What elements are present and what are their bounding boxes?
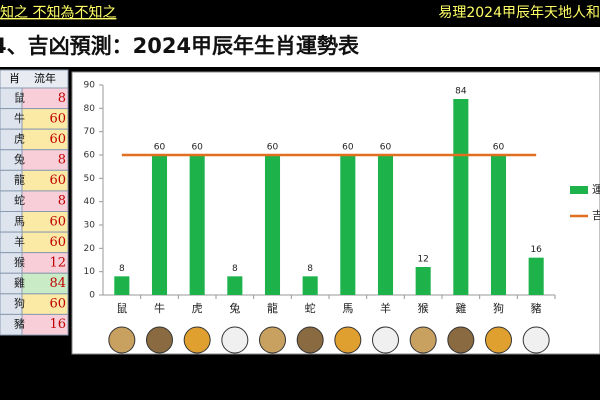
y-tick-label: 70 — [84, 127, 96, 137]
zodiac-name: 蛇 — [14, 193, 25, 207]
y-tick-label: 30 — [84, 221, 96, 231]
zodiac-icon — [221, 326, 249, 354]
data-label: 8 — [232, 264, 238, 274]
data-label: 84 — [455, 87, 467, 97]
zodiac-name: 虎 — [14, 132, 25, 145]
data-label: 60 — [267, 143, 279, 153]
zodiac-name: 羊 — [14, 234, 25, 248]
y-tick-label: 40 — [84, 197, 96, 207]
x-tick-label: 虎 — [192, 302, 203, 315]
x-tick-label: 馬 — [342, 302, 353, 315]
table-value: 60 — [49, 173, 66, 188]
x-tick-label: 鼠 — [116, 301, 127, 315]
bar — [114, 276, 130, 295]
legend-label: 吉 — [592, 209, 600, 222]
x-tick-label: 羊 — [380, 301, 391, 315]
header-left: 知之 不知為不知之 — [0, 4, 116, 21]
zodiac-icon — [409, 326, 437, 354]
y-tick-label: 60 — [84, 151, 96, 161]
data-label: 12 — [417, 255, 428, 265]
x-tick-label: 猴 — [418, 301, 429, 315]
zodiac-icon — [146, 326, 173, 354]
bar — [340, 155, 356, 295]
data-label: 8 — [307, 264, 313, 274]
legend-label: 運 — [592, 183, 600, 196]
x-tick-label: 雞 — [455, 301, 466, 315]
zodiac-name: 鼠 — [14, 90, 25, 104]
table-value: 12 — [49, 255, 66, 270]
zodiac-name: 狗 — [14, 297, 25, 310]
bar — [302, 276, 318, 295]
table-value: 16 — [49, 317, 66, 332]
zodiac-name: 雞 — [14, 276, 25, 290]
legend-swatch — [570, 186, 588, 194]
y-tick-label: 50 — [84, 174, 96, 184]
x-tick-label: 兔 — [229, 301, 240, 315]
x-tick-label: 牛 — [154, 301, 165, 315]
zodiac-table: 肖流年鼠 8 牛 60 虎 60 兔 8 龍 60 蛇 8 馬 60 羊 60 猴 12 雞 84 狗 60 豬 16 — [0, 69, 69, 336]
zodiac-icon — [296, 326, 324, 354]
slide-title: 4、吉凶預測：2024甲辰年生肖運勢表 — [0, 34, 360, 58]
data-label: 60 — [342, 143, 354, 153]
zodiac-icon — [108, 326, 136, 354]
zodiac-icon — [485, 326, 512, 354]
y-tick-label: 10 — [84, 267, 96, 277]
zodiac-icon — [447, 326, 475, 354]
table-value: 60 — [49, 297, 66, 312]
data-label: 60 — [191, 143, 203, 153]
y-tick-label: 20 — [84, 244, 96, 254]
bar — [189, 155, 205, 295]
table-value: 60 — [49, 132, 66, 147]
chart: 0 10 20 30 40 50 60 70 80 90 鼠 牛 虎 兔 龍 蛇 馬 羊 猴 雞 狗 豬 8 60 60 8 60 8… — [84, 81, 600, 354]
data-label: 60 — [493, 143, 505, 153]
bar — [227, 276, 243, 295]
zodiac-icon — [522, 326, 550, 354]
zodiac-icon — [259, 326, 286, 354]
y-tick-label: 90 — [84, 81, 96, 91]
data-label: 60 — [154, 143, 166, 153]
zodiac-name: 兔 — [14, 152, 25, 166]
table-value: 60 — [49, 214, 66, 229]
bar — [490, 155, 507, 295]
bar — [528, 257, 544, 295]
table-value: 8 — [58, 153, 66, 168]
y-tick-label: 0 — [89, 291, 95, 301]
data-label: 8 — [119, 264, 125, 274]
table-value: 8 — [58, 91, 66, 106]
zodiac-name: 猴 — [14, 255, 25, 269]
table-value: 8 — [58, 194, 66, 209]
header-right: 易理2024甲辰年天地人和 — [438, 5, 600, 21]
x-tick-label: 龍 — [267, 301, 278, 315]
bar — [377, 155, 394, 295]
table-value: 60 — [49, 235, 66, 250]
table-header: 肖 — [9, 71, 20, 85]
table-value: 60 — [49, 111, 66, 126]
zodiac-name: 牛 — [14, 111, 25, 125]
zodiac-name: 龍 — [14, 173, 25, 187]
bar — [415, 267, 431, 295]
bar — [453, 99, 469, 295]
table-value: 84 — [49, 276, 66, 291]
table-header: 流年 — [34, 71, 56, 85]
bar — [151, 155, 168, 295]
data-label: 60 — [380, 143, 392, 153]
zodiac-icon — [334, 326, 362, 354]
title-band — [0, 27, 600, 67]
data-label: 16 — [530, 245, 542, 255]
zodiac-icon — [372, 326, 399, 354]
value-cell — [21, 313, 69, 336]
zodiac-name: 馬 — [14, 215, 25, 228]
zodiac-icon — [183, 326, 211, 354]
zodiac-name: 豬 — [14, 317, 25, 331]
chart-panel — [71, 71, 600, 355]
x-tick-label: 蛇 — [305, 301, 316, 315]
x-tick-label: 狗 — [493, 302, 504, 315]
y-tick-label: 80 — [84, 104, 96, 114]
bar — [264, 155, 281, 295]
x-tick-label: 豬 — [531, 301, 542, 315]
